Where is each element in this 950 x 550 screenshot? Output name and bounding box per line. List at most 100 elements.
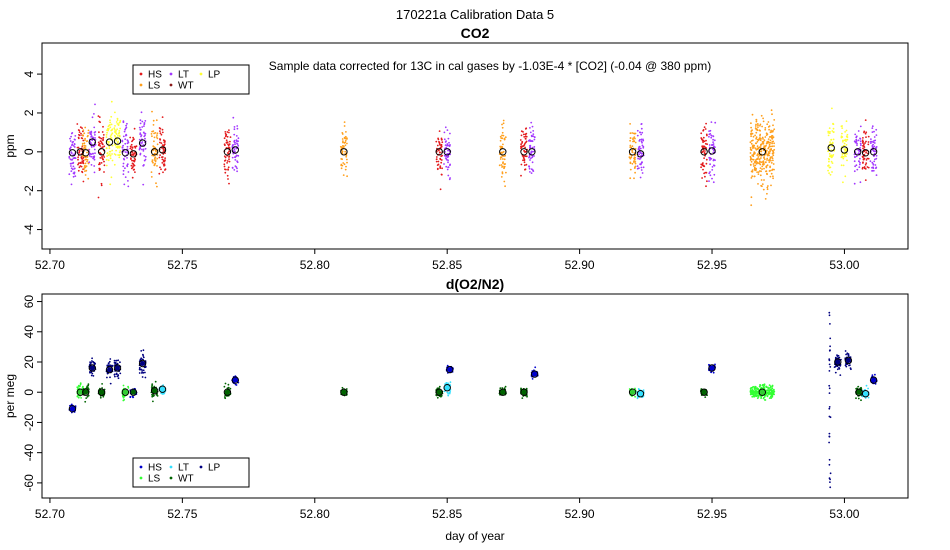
data-point xyxy=(81,158,84,160)
y-tick-label: -20 xyxy=(22,413,36,431)
data-point xyxy=(714,363,716,366)
data-point xyxy=(159,138,161,140)
data-point xyxy=(440,173,443,176)
data-point xyxy=(862,158,865,160)
data-point xyxy=(227,169,230,171)
y-tick-label: 40 xyxy=(22,325,36,339)
data-point xyxy=(501,166,503,168)
data-point xyxy=(532,133,535,136)
data-point xyxy=(749,141,752,144)
data-point xyxy=(773,145,775,148)
data-point xyxy=(447,159,449,162)
data-point xyxy=(770,184,772,187)
mean-marker-fill xyxy=(83,389,89,395)
data-point xyxy=(123,398,126,401)
data-point xyxy=(110,176,113,179)
data-point xyxy=(132,165,135,168)
data-point xyxy=(827,132,830,134)
data-point xyxy=(108,140,110,143)
data-point xyxy=(440,137,443,140)
data-point xyxy=(144,147,147,150)
data-point xyxy=(73,171,76,174)
data-point xyxy=(749,390,752,392)
x-tick-label: 52.95 xyxy=(697,507,727,521)
data-point xyxy=(845,144,848,146)
data-point xyxy=(533,155,535,157)
data-point xyxy=(844,150,846,152)
data-point xyxy=(875,154,878,157)
data-point xyxy=(227,144,230,147)
data-point xyxy=(81,160,84,163)
data-point xyxy=(500,152,503,155)
data-point xyxy=(705,139,707,142)
data-point xyxy=(118,131,121,134)
data-point xyxy=(766,394,769,397)
data-point xyxy=(144,120,147,122)
data-point xyxy=(233,169,236,171)
data-point xyxy=(828,158,830,161)
data-point xyxy=(86,160,88,163)
data-point xyxy=(87,134,89,137)
outlier-point xyxy=(829,337,832,340)
data-point xyxy=(772,129,774,132)
data-point xyxy=(228,182,230,185)
data-point xyxy=(769,385,772,388)
data-point xyxy=(228,160,231,163)
data-point xyxy=(772,124,774,127)
data-point xyxy=(152,145,155,148)
plot-frame xyxy=(41,42,909,250)
data-point xyxy=(828,153,831,155)
data-point xyxy=(713,173,716,176)
data-point xyxy=(113,127,116,130)
data-point xyxy=(840,164,843,167)
data-point xyxy=(223,385,226,388)
data-point xyxy=(834,371,837,374)
data-point xyxy=(340,164,343,167)
data-point xyxy=(521,145,524,148)
data-point xyxy=(858,166,861,169)
data-point xyxy=(81,170,83,173)
data-point xyxy=(768,384,771,386)
data-point xyxy=(760,150,763,153)
data-point xyxy=(502,143,504,146)
data-point xyxy=(150,176,153,178)
data-point xyxy=(70,135,72,138)
data-point xyxy=(343,141,346,144)
data-point xyxy=(530,134,533,137)
data-point xyxy=(105,147,108,150)
data-point xyxy=(445,155,448,158)
data-point xyxy=(84,137,86,140)
data-point xyxy=(226,131,229,133)
data-point xyxy=(118,156,121,159)
data-point xyxy=(751,169,754,172)
data-point xyxy=(133,152,135,155)
data-point xyxy=(152,161,154,164)
data-point xyxy=(758,137,761,140)
data-point xyxy=(769,165,771,168)
data-point xyxy=(755,123,757,126)
data-point xyxy=(757,153,759,155)
data-point xyxy=(448,141,450,144)
data-point xyxy=(131,153,134,156)
mean-marker-fill xyxy=(835,359,841,365)
data-point xyxy=(107,159,110,162)
data-point xyxy=(436,396,439,399)
data-point xyxy=(641,172,644,174)
data-point xyxy=(857,397,860,400)
mean-marker xyxy=(869,148,878,156)
data-point xyxy=(755,136,758,139)
mean-marker-fill xyxy=(130,389,136,395)
data-point xyxy=(862,161,864,164)
data-point xyxy=(439,167,442,170)
data-point xyxy=(755,120,758,123)
data-point xyxy=(227,178,229,180)
legend-label: WT xyxy=(178,81,194,92)
data-point xyxy=(750,170,753,173)
mean-marker xyxy=(520,148,528,156)
data-point xyxy=(440,138,443,141)
outlier-point xyxy=(828,407,831,410)
data-point xyxy=(139,119,142,122)
data-point xyxy=(150,133,153,135)
data-point xyxy=(144,371,146,374)
data-point xyxy=(832,138,835,141)
